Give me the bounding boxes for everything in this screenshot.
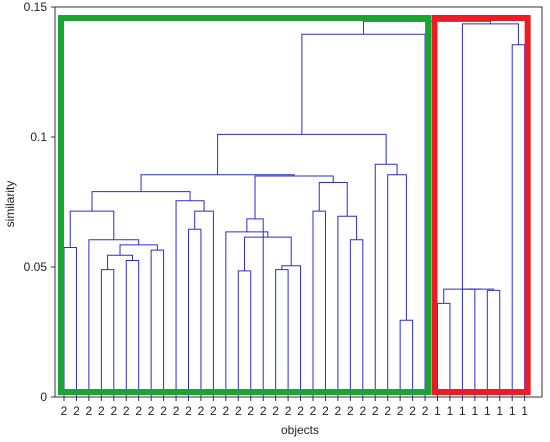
leaf-label: 2 <box>198 404 205 418</box>
leaf-label: 2 <box>98 404 105 418</box>
leaf-label: 1 <box>472 404 479 418</box>
y-axis-ticks: 0 0.05 0.1 0.15 <box>24 0 55 404</box>
leaf-label: 1 <box>434 404 441 418</box>
plot-frame <box>54 6 543 398</box>
leaf-label: 2 <box>409 404 416 418</box>
dendrogram-link <box>443 288 482 304</box>
leaf-label: 2 <box>135 404 142 418</box>
leaf-label: 2 <box>272 404 279 418</box>
leaf-label: 2 <box>110 404 117 418</box>
leaf-label: 2 <box>260 404 267 418</box>
leaf-label: 2 <box>185 404 192 418</box>
leaf-label: 2 <box>397 404 404 418</box>
leaf-label: 2 <box>223 404 230 418</box>
leaf-label: 2 <box>310 404 317 418</box>
leaf-label: 2 <box>347 404 354 418</box>
leaf-label: 2 <box>422 404 429 418</box>
leaf-label: 2 <box>86 404 93 418</box>
y-axis-label: similarity <box>3 181 17 228</box>
leaf-label: 2 <box>160 404 167 418</box>
leaf-label: 1 <box>447 404 454 418</box>
leaf-label: 1 <box>521 404 528 418</box>
leaf-label: 2 <box>61 404 68 418</box>
cluster-boxes <box>58 15 531 395</box>
leaf-label: 1 <box>496 404 503 418</box>
y-tick-label: 0.05 <box>24 260 48 274</box>
leaf-label: 2 <box>123 404 130 418</box>
leaf-label: 2 <box>372 404 379 418</box>
leaf-label: 2 <box>384 404 391 418</box>
y-tick-label: 0.15 <box>24 0 48 14</box>
leaf-label: 2 <box>285 404 292 418</box>
leaf-label: 2 <box>335 404 342 418</box>
y-tick-label: 0.1 <box>30 130 47 144</box>
leaf-label: 2 <box>235 404 242 418</box>
leaf-label: 2 <box>73 404 80 418</box>
leaf-label: 2 <box>247 404 254 418</box>
y-tick-label: 0 <box>40 390 47 404</box>
leaf-label: 1 <box>484 404 491 418</box>
cluster-1-box <box>431 15 531 395</box>
leaf-label: 2 <box>148 404 155 418</box>
leaf-label: 1 <box>459 404 466 418</box>
cluster-2-box <box>58 15 432 395</box>
leaf-label: 2 <box>173 404 180 418</box>
leaf-label: 1 <box>509 404 516 418</box>
leaf-label: 2 <box>297 404 304 418</box>
leaf-label: 2 <box>210 404 217 418</box>
x-axis-label: objects <box>281 423 319 437</box>
leaf-label: 2 <box>322 404 329 418</box>
leaf-label: 2 <box>359 404 366 418</box>
